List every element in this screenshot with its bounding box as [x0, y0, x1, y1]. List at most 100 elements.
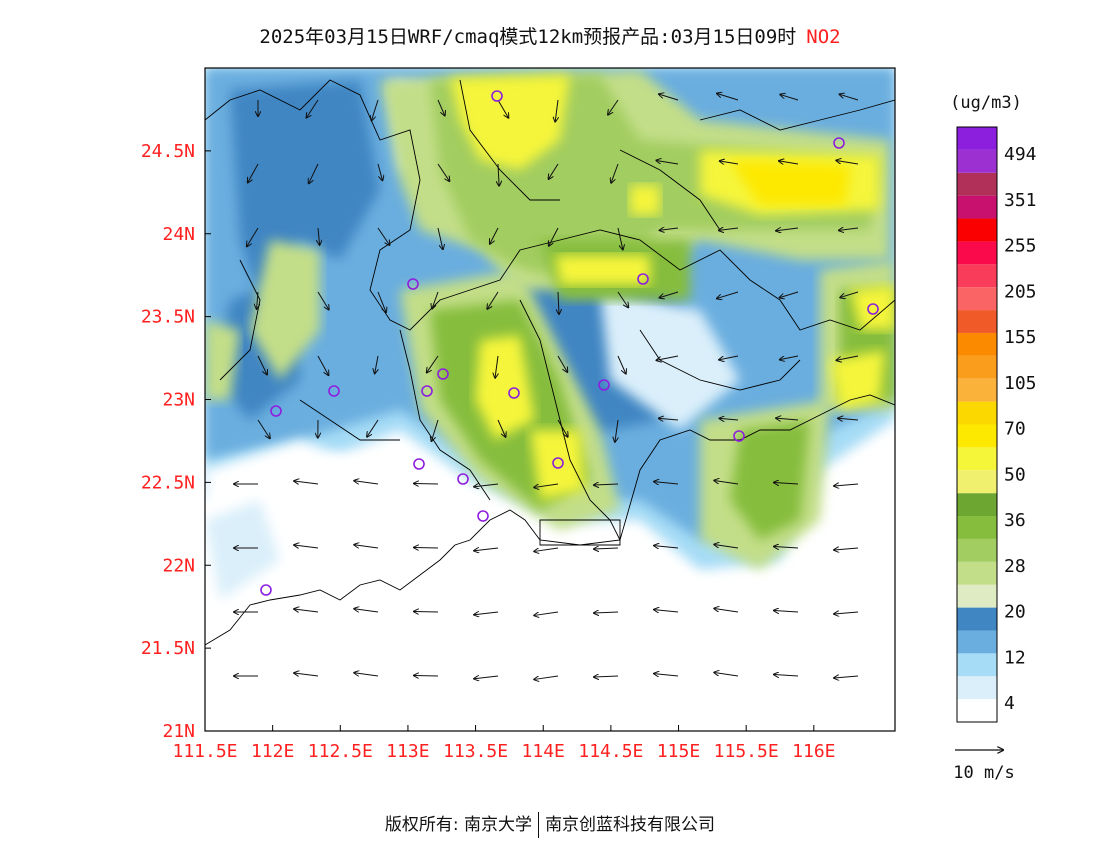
wind-arrow — [294, 673, 319, 676]
wind-arrow — [534, 675, 559, 679]
wind-arrow — [474, 548, 499, 551]
wind-arrow — [367, 419, 379, 437]
wind-arrow — [774, 675, 799, 676]
wind-arrow — [497, 99, 508, 118]
wind-arrow — [437, 99, 445, 115]
colorbar-swatch — [957, 241, 997, 265]
colorbar-label: 12 — [1004, 647, 1026, 668]
wind-arrow — [834, 676, 859, 678]
wind-arrow — [719, 355, 739, 360]
wind-arrow — [714, 736, 738, 740]
wind-arrow — [714, 608, 739, 613]
wind-arrow — [774, 739, 798, 740]
y-tick-label: 21N — [162, 721, 195, 742]
x-tick-label: 113E — [386, 741, 429, 762]
colorbar-swatch — [957, 378, 997, 402]
wind-arrow — [257, 419, 270, 438]
wind-legend-label: 10 m/s — [953, 763, 1014, 783]
station-marker — [413, 458, 425, 470]
wind-arrow — [660, 228, 679, 230]
wind-arrow — [354, 545, 379, 549]
colorbar-swatch — [957, 401, 997, 425]
colorbar-label: 105 — [1004, 373, 1037, 394]
colorbar-label: 351 — [1004, 190, 1037, 211]
colorbar-swatch — [957, 127, 997, 150]
colorbar-label: 50 — [1004, 464, 1026, 485]
wind-arrow — [437, 163, 449, 181]
wind-arrow — [432, 291, 439, 309]
y-tick-label: 23.5N — [141, 307, 195, 328]
station-marker — [407, 278, 419, 290]
wind-arrow — [714, 544, 739, 549]
x-tick-label: 112.5E — [308, 741, 373, 762]
colorbar-swatch — [957, 424, 997, 448]
station-markers — [260, 90, 879, 596]
colorbar-swatch — [957, 699, 997, 722]
wind-arrow — [654, 738, 678, 740]
x-tick-label: 112E — [251, 741, 294, 762]
wind-arrow — [834, 612, 859, 614]
wind-arrow — [838, 418, 859, 420]
title-pollutant: NO2 — [806, 26, 841, 48]
colorbar-swatch — [957, 607, 997, 631]
wind-arrow — [354, 481, 379, 485]
colorbar-swatch — [957, 561, 997, 585]
colorbar-swatch — [957, 332, 997, 356]
wind-arrow — [594, 548, 619, 549]
wind-arrow — [294, 545, 319, 548]
wind-arrow — [840, 291, 859, 297]
wind-arrow — [836, 160, 859, 165]
wind-arrow — [354, 673, 379, 677]
station-marker — [508, 387, 520, 399]
station-marker — [833, 137, 845, 149]
colorbar-label: 20 — [1004, 602, 1026, 623]
wind-arrow — [317, 355, 328, 375]
station-marker — [637, 273, 649, 285]
wind-arrow — [834, 740, 858, 742]
colorbar-frame — [956, 126, 998, 723]
colorbar-swatch — [957, 195, 997, 219]
x-tick-label: 115.5E — [714, 741, 779, 762]
no2-concentration-field — [205, 68, 895, 731]
x-tick-label: 111.5E — [172, 741, 237, 762]
x-tick-label: 113.5E — [443, 741, 508, 762]
wind-arrow — [294, 609, 319, 612]
wind-arrow — [774, 483, 799, 484]
wind-arrow — [534, 483, 559, 487]
colorbar-swatch — [957, 653, 997, 677]
wind-arrow — [611, 163, 619, 183]
colorbar-swatch — [957, 172, 997, 196]
wind-arrow — [659, 94, 679, 101]
wind-arrow — [414, 675, 439, 676]
colorbar-swatch — [957, 447, 997, 471]
wind-arrow — [720, 161, 739, 164]
y-tick-label: 24.5N — [141, 141, 195, 162]
wind-arrow — [660, 291, 679, 298]
y-tick-label: 24N — [162, 224, 195, 245]
copyright-left: 版权所有: 南京大学 — [384, 815, 533, 835]
wind-arrow — [534, 611, 559, 615]
wind-arrow — [780, 355, 799, 360]
y-axis-ticks: 24.5N 24N 23.5N 23N 22.5N 22N 21.5N 21N — [141, 141, 211, 742]
wind-arrow — [474, 612, 499, 615]
colorbar-swatch — [957, 516, 997, 539]
x-axis-ticks: 111.5E 112E 112.5E 113E 113.5E 114E 114.5E 115E… — [172, 725, 836, 762]
wind-arrow — [257, 291, 258, 309]
wind-arrow — [617, 227, 623, 249]
wind-arrow — [774, 611, 799, 612]
wind-arrow — [294, 737, 318, 740]
wind-arrow — [615, 419, 618, 442]
wind-arrow — [654, 674, 679, 676]
wind-arrow — [490, 227, 499, 244]
wind-arrow — [257, 355, 267, 374]
wind-arrow — [617, 291, 628, 307]
station-marker — [457, 473, 469, 485]
colorbar-label: 70 — [1004, 419, 1026, 440]
wind-arrow — [474, 484, 499, 487]
wind-arrow — [487, 291, 499, 309]
wind-arrow — [414, 547, 439, 548]
wind-arrow — [836, 355, 859, 360]
colorbar-label: 494 — [1004, 144, 1037, 165]
wind-arrow — [371, 99, 379, 120]
